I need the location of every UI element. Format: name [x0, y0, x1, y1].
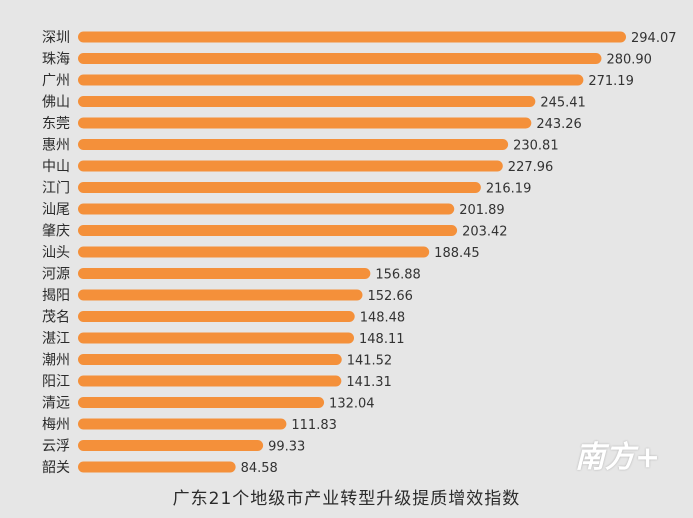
bar	[78, 289, 363, 301]
bar	[78, 268, 371, 279]
bar	[78, 246, 430, 258]
value-label: 188.45	[434, 246, 480, 261]
category-label: 河源	[42, 267, 70, 283]
bar	[78, 418, 287, 430]
value-label: 141.52	[347, 354, 393, 369]
bar	[78, 332, 355, 344]
bar	[78, 311, 355, 322]
value-label: 148.48	[360, 311, 406, 326]
bar	[78, 117, 532, 129]
bar	[78, 31, 626, 43]
bar	[78, 53, 602, 64]
bar	[78, 354, 342, 365]
bar	[78, 74, 584, 86]
category-label: 东莞	[42, 116, 70, 132]
category-label: 湛江	[42, 331, 70, 347]
value-label: 227.96	[508, 160, 554, 175]
bar	[78, 96, 536, 107]
bar	[78, 182, 481, 193]
value-label: 201.89	[459, 203, 505, 218]
value-label: 141.31	[346, 375, 392, 390]
bar	[78, 440, 264, 451]
value-label: 111.83	[291, 418, 337, 433]
bar	[78, 203, 455, 215]
category-label: 深圳	[42, 30, 70, 46]
category-label: 惠州	[42, 138, 70, 154]
category-label: 阳江	[42, 374, 70, 390]
category-label: 韶关	[42, 460, 70, 476]
value-label: 156.88	[375, 268, 421, 283]
value-label: 99.33	[268, 440, 305, 455]
value-label: 271.19	[588, 74, 634, 89]
value-label: 294.07	[631, 31, 677, 46]
category-label: 潮州	[42, 353, 70, 369]
category-label: 珠海	[42, 52, 70, 68]
bar	[78, 225, 458, 236]
value-label: 280.90	[606, 53, 652, 68]
value-label: 148.11	[359, 332, 405, 347]
value-label: 245.41	[540, 96, 586, 111]
category-label: 肇庆	[42, 224, 70, 240]
value-label: 243.26	[536, 117, 582, 132]
value-label: 84.58	[241, 461, 278, 476]
category-label: 佛山	[42, 95, 70, 111]
category-label: 中山	[42, 159, 70, 175]
category-label: 梅州	[42, 417, 70, 433]
value-label: 132.04	[329, 397, 375, 412]
nanfang-plus-logo: 南方+	[575, 440, 661, 475]
bar	[78, 397, 325, 408]
bar-chart: 深圳 294.07 珠海 280.90 广州 271.19 佛山 245.41 东莞 243.26…	[42, 30, 677, 476]
chart-title: 广东21个地级市产业转型升级提质增效指数	[172, 489, 521, 509]
bar	[78, 375, 342, 387]
category-label: 江门	[42, 181, 70, 197]
value-label: 152.66	[367, 289, 413, 304]
bar	[78, 160, 503, 172]
value-label: 203.42	[462, 225, 508, 240]
category-label: 汕头	[42, 245, 70, 261]
bar	[78, 139, 509, 150]
category-label: 清远	[42, 396, 70, 412]
value-label: 230.81	[513, 139, 559, 154]
category-label: 茂名	[42, 309, 70, 326]
category-label: 汕尾	[42, 202, 70, 218]
bar	[78, 461, 236, 473]
category-label: 揭阳	[42, 288, 70, 304]
category-label: 广州	[42, 73, 70, 89]
value-label: 216.19	[486, 182, 532, 197]
category-label: 云浮	[42, 439, 70, 455]
